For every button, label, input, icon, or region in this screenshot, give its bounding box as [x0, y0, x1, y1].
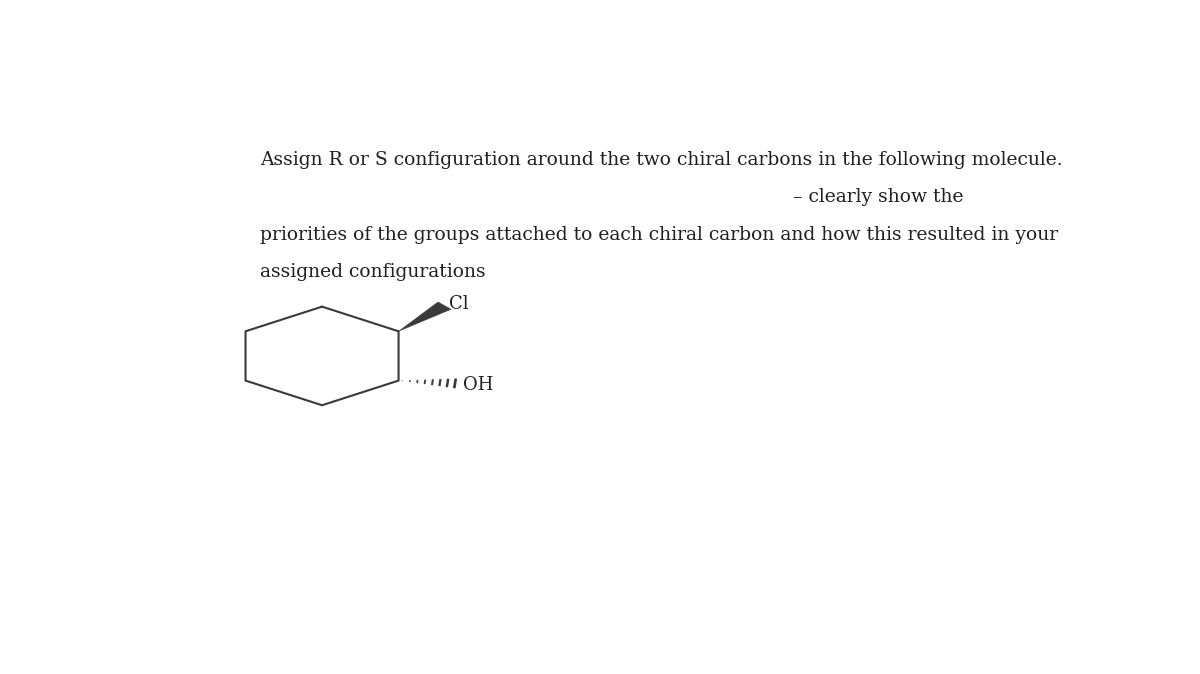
Text: Assign R or S configuration around the two chiral carbons in the following molec: Assign R or S configuration around the t… [259, 151, 1062, 169]
Text: priorities of the groups attached to each chiral carbon and how this resulted in: priorities of the groups attached to eac… [259, 226, 1058, 244]
Text: assigned configurations: assigned configurations [259, 263, 485, 281]
Text: – clearly show the: – clearly show the [793, 188, 964, 206]
Text: Cl: Cl [449, 295, 469, 313]
Text: OH: OH [463, 375, 494, 394]
Polygon shape [398, 302, 451, 332]
